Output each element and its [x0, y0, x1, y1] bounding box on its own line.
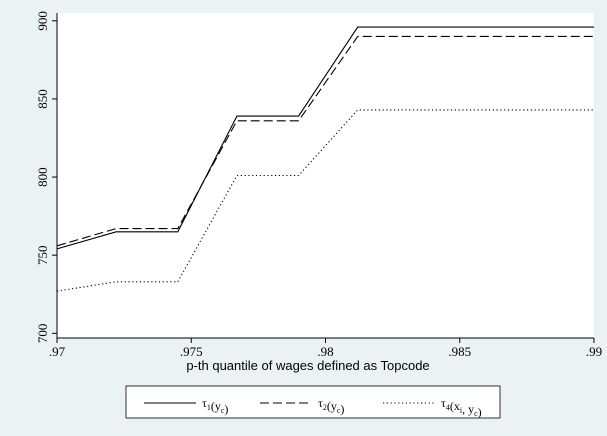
x-axis-title: p-th quantile of wages defined as Topcod…: [186, 358, 429, 373]
plot-background: [57, 13, 594, 338]
y-tick-label: 850: [35, 89, 50, 109]
y-tick-label: 800: [35, 167, 50, 187]
x-tick-label: .985: [448, 344, 471, 359]
y-tick-label: 750: [35, 245, 50, 265]
legend-label-2: τ2(yc): [318, 396, 344, 416]
x-tick-label: .975: [180, 344, 203, 359]
legend-label-3: τ4(xi, yc): [441, 396, 482, 419]
legend-box: [125, 385, 501, 419]
x-tick-label: .99: [586, 344, 602, 359]
y-tick-label: 700: [35, 324, 50, 344]
y-tick-label: 900: [35, 11, 50, 31]
legend-label-1: τ1(yc): [202, 396, 228, 416]
series-line-1: [56, 26, 594, 250]
x-tick-label: .98: [317, 344, 333, 359]
series-layer: [56, 26, 594, 292]
legend: τ1(yc) τ2(yc) τ4(xi, yc): [125, 385, 501, 419]
x-tick-label: .97: [49, 344, 66, 359]
x-axis-ticks: .97 .975 .98 .985 .99: [49, 338, 602, 359]
y-axis-ticks: 700 750 800 850 900: [35, 11, 57, 343]
series-line-2: [56, 35, 594, 247]
